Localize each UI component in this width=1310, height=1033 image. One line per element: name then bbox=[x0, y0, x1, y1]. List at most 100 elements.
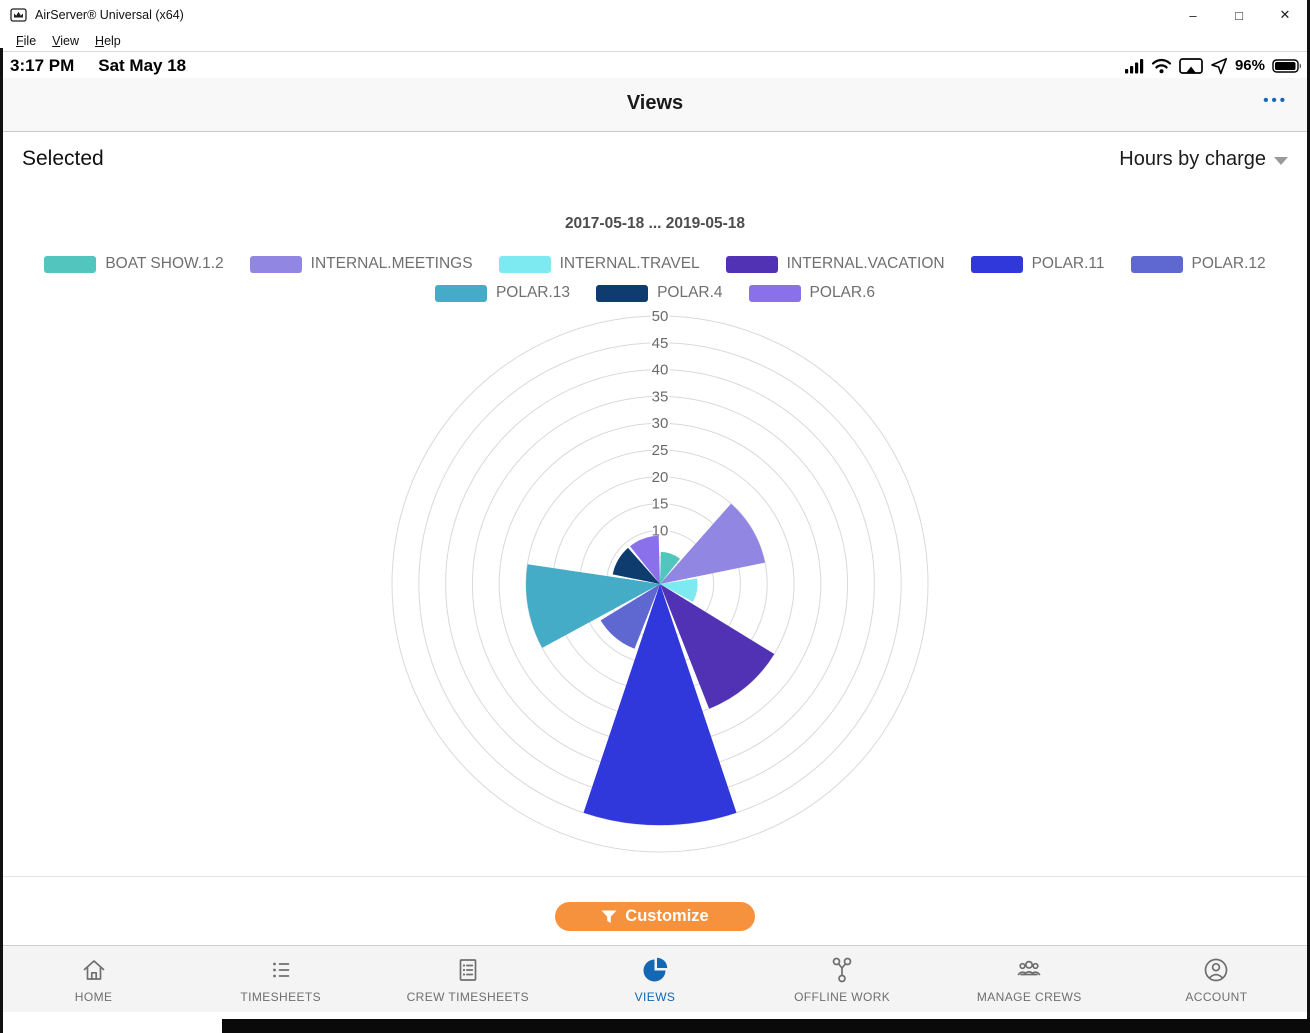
view-selector-dropdown[interactable]: Hours by charge bbox=[1119, 148, 1288, 171]
status-date: Sat May 18 bbox=[98, 55, 187, 75]
legend-label: INTERNAL.MEETINGS bbox=[310, 255, 473, 272]
manage-crews-people-icon bbox=[1017, 960, 1041, 976]
menu-help[interactable]: Help bbox=[95, 33, 121, 48]
minimize-button[interactable]: – bbox=[1189, 7, 1197, 23]
app-header: Views ••• bbox=[0, 78, 1310, 132]
tab-offline-work[interactable]: OFFLINE WORK bbox=[749, 946, 936, 1012]
legend-swatch bbox=[498, 255, 551, 273]
wifi-icon bbox=[1151, 58, 1172, 74]
tab-crew-timesheets[interactable]: CREW TIMESHEETS bbox=[374, 946, 561, 1012]
chart-sector-boat-show-1-2[interactable] bbox=[660, 551, 680, 584]
radial-tick-label: 50 bbox=[652, 308, 669, 325]
tab-home[interactable]: HOME bbox=[0, 946, 187, 1012]
menu-bar: File View Help bbox=[0, 30, 1310, 52]
legend-label: POLAR.6 bbox=[809, 284, 876, 301]
tab-account[interactable]: ACCOUNT bbox=[1123, 946, 1310, 1012]
legend-label: INTERNAL.VACATION bbox=[786, 255, 945, 272]
radial-tick-label: 45 bbox=[652, 335, 669, 352]
filter-funnel-icon bbox=[601, 910, 617, 923]
bottom-tab-bar: HOME TIMESHEETS CREW TIMESHEETS VIEWS OF… bbox=[0, 945, 1310, 1012]
offline-work-branch-icon bbox=[832, 957, 852, 983]
radial-tick-label: 30 bbox=[652, 415, 669, 432]
cellular-signal-icon bbox=[1124, 59, 1144, 74]
chart-date-range-title: 2017-05-18 ... 2019-05-18 bbox=[564, 215, 746, 232]
tab-label: ACCOUNT bbox=[1185, 990, 1248, 1004]
close-button[interactable]: ✕ bbox=[1279, 7, 1291, 22]
legend-label: POLAR.11 bbox=[1031, 255, 1105, 272]
legend-swatch bbox=[249, 255, 302, 273]
location-arrow-icon bbox=[1211, 57, 1227, 74]
account-person-icon bbox=[1205, 958, 1228, 982]
legend-item[interactable]: BOAT SHOW.1.2 bbox=[44, 255, 224, 273]
window-title: AirServer® Universal (x64) bbox=[35, 8, 184, 22]
page-title: Views bbox=[626, 92, 684, 114]
radial-tick-label: 35 bbox=[652, 388, 669, 405]
crew-timesheets-document-icon bbox=[459, 959, 477, 981]
chart-sector-polar-12[interactable] bbox=[600, 584, 660, 649]
maximize-button[interactable]: □ bbox=[1235, 7, 1243, 23]
view-selector-value: Hours by charge bbox=[1119, 148, 1266, 170]
legend-label: POLAR.12 bbox=[1191, 255, 1266, 272]
grid-ring bbox=[391, 315, 929, 853]
grid-ring bbox=[418, 342, 902, 826]
legend-item[interactable]: POLAR.13 bbox=[434, 284, 571, 302]
battery-icon bbox=[1272, 58, 1301, 73]
chart-sector-internal-meetings[interactable] bbox=[660, 503, 765, 584]
tab-label: VIEWS bbox=[634, 990, 676, 1004]
customize-button-label: Customize bbox=[625, 907, 709, 925]
polar-rose-chart[interactable]: 10 15 20 25 30 35 40 45 50 bbox=[380, 304, 940, 864]
ios-status-bar: 3:17 PM Sat May 18 96% bbox=[0, 53, 1310, 78]
legend-item[interactable]: INTERNAL.MEETINGS bbox=[249, 255, 473, 273]
window-right-edge bbox=[1307, 0, 1310, 1033]
legend-item[interactable]: INTERNAL.TRAVEL bbox=[498, 255, 700, 273]
chart-sector-internal-vacation[interactable] bbox=[660, 584, 775, 709]
legend-item[interactable]: POLAR.4 bbox=[596, 284, 723, 302]
legend-label: POLAR.13 bbox=[495, 284, 571, 301]
radial-tick-label: 15 bbox=[652, 496, 669, 513]
legend-item[interactable]: POLAR.6 bbox=[748, 284, 876, 302]
legend-item[interactable]: INTERNAL.VACATION bbox=[725, 255, 945, 273]
section-divider bbox=[0, 876, 1310, 877]
more-options-button[interactable]: ••• bbox=[1263, 92, 1288, 109]
legend-swatch bbox=[970, 255, 1023, 273]
timesheets-list-icon bbox=[272, 962, 290, 978]
views-pie-chart-icon bbox=[643, 957, 668, 982]
legend-label: POLAR.4 bbox=[657, 284, 723, 301]
legend-label: INTERNAL.TRAVEL bbox=[559, 255, 700, 272]
tab-label: OFFLINE WORK bbox=[794, 990, 891, 1004]
radial-tick-label: 25 bbox=[652, 442, 669, 459]
legend-swatch bbox=[725, 255, 778, 273]
menu-file[interactable]: File bbox=[16, 33, 37, 48]
selected-section-label: Selected bbox=[22, 147, 104, 170]
legend-swatch bbox=[748, 284, 801, 302]
airserver-logo-icon bbox=[10, 8, 27, 22]
legend-swatch bbox=[1130, 255, 1183, 273]
tab-label: MANAGE CREWS bbox=[976, 990, 1082, 1004]
tab-manage-crews[interactable]: MANAGE CREWS bbox=[936, 946, 1123, 1012]
tab-label: TIMESHEETS bbox=[240, 990, 322, 1004]
legend-item[interactable]: POLAR.11 bbox=[970, 255, 1105, 273]
radial-tick-label: 40 bbox=[652, 362, 669, 379]
legend-item[interactable]: POLAR.12 bbox=[1130, 255, 1266, 273]
tab-label: HOME bbox=[74, 990, 113, 1004]
desktop-strip bbox=[222, 1019, 1310, 1033]
tab-label: CREW TIMESHEETS bbox=[406, 990, 530, 1004]
chart-sector-polar-11[interactable] bbox=[583, 584, 737, 826]
legend-swatch bbox=[434, 284, 487, 302]
home-icon bbox=[83, 960, 104, 980]
chevron-down-icon bbox=[1274, 157, 1288, 165]
chart-sector-polar-13[interactable] bbox=[526, 564, 660, 648]
status-time: 3:17 PM bbox=[10, 55, 75, 75]
legend-swatch bbox=[596, 284, 649, 302]
chart-sector-internal-travel[interactable] bbox=[660, 578, 698, 602]
window-title-bar: AirServer® Universal (x64) – □ ✕ bbox=[0, 0, 1310, 30]
tab-timesheets[interactable]: TIMESHEETS bbox=[187, 946, 374, 1012]
legend-swatch bbox=[44, 255, 97, 273]
chart-sector-polar-6[interactable] bbox=[630, 535, 660, 584]
customize-button[interactable]: Customize bbox=[555, 902, 755, 931]
chart-sector-polar-4[interactable] bbox=[612, 547, 660, 584]
chart-legend: BOAT SHOW.1.2 INTERNAL.MEETINGS INTERNAL.T… bbox=[35, 255, 1275, 302]
tab-views[interactable]: VIEWS bbox=[561, 946, 748, 1012]
menu-view[interactable]: View bbox=[52, 33, 80, 48]
